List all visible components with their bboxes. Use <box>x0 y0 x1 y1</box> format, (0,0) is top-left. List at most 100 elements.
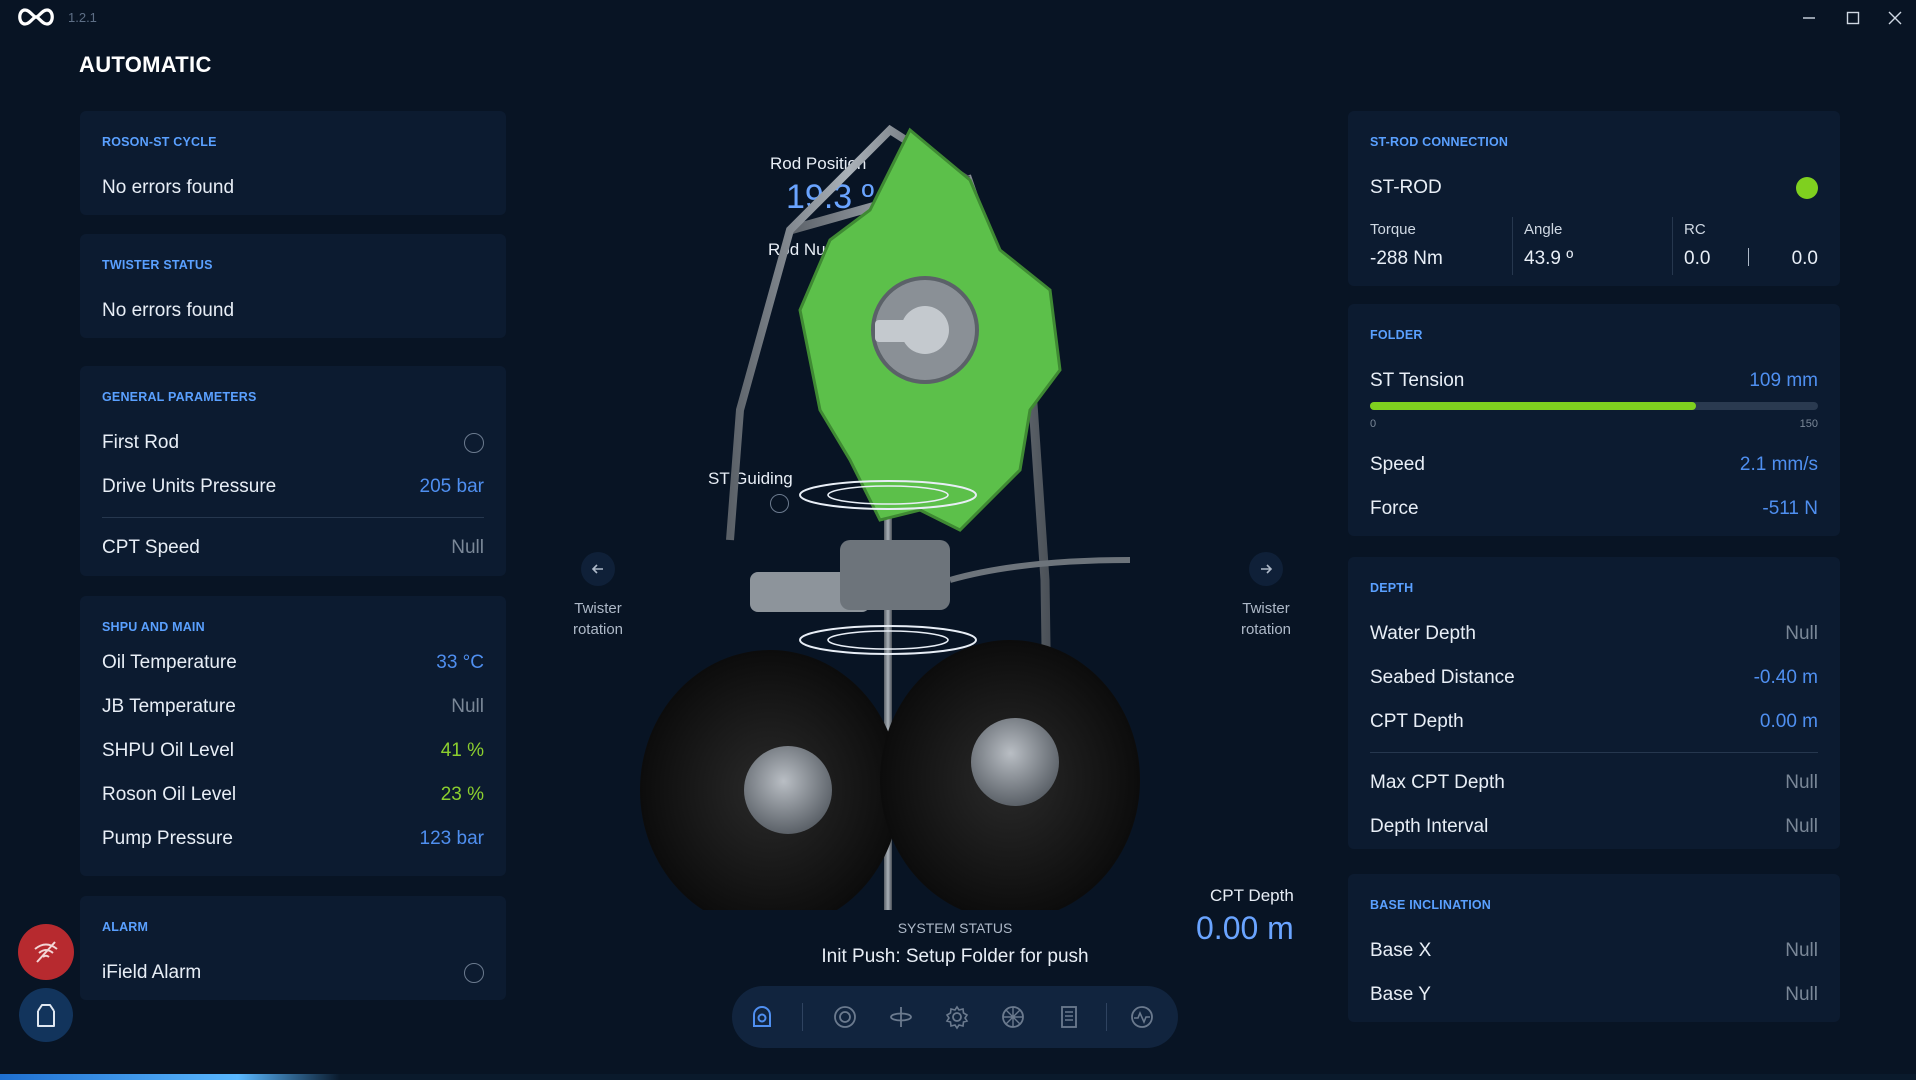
rc-block-2: 0.0 <box>1778 221 1818 270</box>
max-cpt-depth-row: Max CPT Depth Null <box>1370 768 1818 798</box>
toolbar-separator <box>1106 1003 1107 1031</box>
bottom-progress-fill <box>0 1074 340 1080</box>
toolbar-separator <box>802 1003 803 1031</box>
storage-button[interactable] <box>19 988 73 1042</box>
alarm-card: ALARM iField Alarm <box>80 896 506 1000</box>
automatic-mode-button[interactable] <box>743 998 781 1036</box>
no-connection-button[interactable] <box>18 924 74 980</box>
close-icon <box>1888 11 1902 25</box>
st-tension-bar <box>1370 402 1818 410</box>
card-title: GENERAL PARAMETERS <box>102 390 257 404</box>
st-guiding-indicator <box>770 494 789 513</box>
water-depth-row: Water Depth Null <box>1370 619 1818 649</box>
row-value: Null <box>1785 940 1818 961</box>
folder-card: FOLDER ST Tension 109 mm 0 150 Speed 2.1… <box>1348 304 1840 536</box>
twister-rotate-left-button[interactable] <box>581 552 615 586</box>
row-value: 41 % <box>440 740 484 761</box>
st-tension-label: ST Tension <box>1370 370 1465 391</box>
rc-value-1: 0.0 <box>1684 248 1711 269</box>
st-rod-name: ST-ROD <box>1370 177 1442 198</box>
container-icon <box>37 1004 55 1027</box>
divider <box>102 517 484 518</box>
log-list-icon <box>1061 1006 1077 1028</box>
gear-icon <box>945 1005 969 1030</box>
row-value: 23 % <box>440 784 484 805</box>
row-label: Depth Interval <box>1370 816 1489 837</box>
app-version: 1.2.1 <box>68 10 97 25</box>
rod-position-label: Rod Position <box>770 154 867 173</box>
rod-icon <box>834 1006 856 1028</box>
minimize-button[interactable] <box>1794 5 1824 31</box>
divider <box>1370 752 1818 753</box>
row-label: Pump Pressure <box>102 828 233 849</box>
rc-value-2: 0.0 <box>1791 248 1818 269</box>
twister-status-card: TWISTER STATUS No errors found <box>80 234 506 338</box>
maximize-icon <box>1846 11 1860 25</box>
divider <box>1748 248 1749 266</box>
roson-machine-illustration <box>640 124 1140 910</box>
speed-label: Speed <box>1370 454 1425 475</box>
mode-toolbar <box>732 986 1178 1048</box>
first-rod-label: First Rod <box>102 432 180 453</box>
arrow-right-icon <box>1261 564 1273 574</box>
row-value: 123 bar <box>419 828 484 849</box>
cpt-speed-value: Null <box>451 537 484 558</box>
row-label: JB Temperature <box>102 696 236 717</box>
row-label: Base Y <box>1370 984 1431 1005</box>
minimize-icon <box>1803 17 1815 19</box>
row-label: Roson Oil Level <box>102 784 237 805</box>
drive-pressure-value: 205 bar <box>419 476 484 497</box>
twister-view-button[interactable] <box>882 998 920 1036</box>
settings-view-button[interactable] <box>938 998 976 1036</box>
row-value: Null <box>1785 816 1818 837</box>
st-tension-min: 0 <box>1370 418 1377 430</box>
card-title: SHPU AND MAIN <box>102 620 205 634</box>
shpu-oil-level-row: SHPU Oil Level 41 % <box>102 736 484 766</box>
row-label: Max CPT Depth <box>1370 772 1505 793</box>
first-rod-row: First Rod <box>102 428 484 458</box>
cpt-depth-value: 0.00 m <box>1196 910 1294 946</box>
row-label: Base X <box>1370 940 1432 961</box>
cpt-speed-row: CPT Speed Null <box>102 533 484 563</box>
activity-icon <box>1131 1006 1153 1028</box>
speed-row: Speed 2.1 mm/s <box>1370 450 1818 480</box>
row-label: Water Depth <box>1370 623 1476 644</box>
wheel-view-button[interactable] <box>994 998 1032 1036</box>
rod-view-button[interactable] <box>826 998 864 1036</box>
card-title: DEPTH <box>1370 581 1414 595</box>
force-label: Force <box>1370 498 1419 519</box>
divider <box>1672 217 1673 275</box>
row-label: CPT Depth <box>1370 711 1464 732</box>
cpt-speed-label: CPT Speed <box>102 537 200 558</box>
maximize-button[interactable] <box>1838 5 1868 31</box>
row-label: Seabed Distance <box>1370 667 1515 688</box>
speed-value: 2.1 mm/s <box>1739 454 1818 475</box>
divider <box>1512 217 1513 275</box>
rc-block: RC 0.0 <box>1684 221 1710 270</box>
twister-status-message: No errors found <box>102 300 235 321</box>
ifield-alarm-row: iField Alarm <box>102 958 484 988</box>
infinity-logo-icon <box>18 8 54 26</box>
force-value: -511 N <box>1762 498 1818 519</box>
row-value: Null <box>1785 623 1818 644</box>
first-rod-indicator <box>464 433 484 453</box>
activity-view-button[interactable] <box>1123 998 1161 1036</box>
base-inclination-card: BASE INCLINATION Base X Null Base Y Null <box>1348 874 1840 1022</box>
card-title: ROSON-ST CYCLE <box>102 135 217 149</box>
card-title: ST-ROD CONNECTION <box>1370 135 1509 149</box>
roson-cycle-card: ROSON-ST CYCLE No errors found <box>80 111 506 215</box>
angle-value: 43.9 º <box>1524 248 1574 269</box>
card-title: BASE INCLINATION <box>1370 898 1492 912</box>
drive-pressure-label: Drive Units Pressure <box>102 476 277 497</box>
log-view-button[interactable] <box>1050 998 1088 1036</box>
close-button[interactable] <box>1880 5 1910 31</box>
twister-rotate-right-button[interactable] <box>1249 552 1283 586</box>
depth-card: DEPTH Water Depth Null Seabed Distance -… <box>1348 557 1840 849</box>
row-value: Null <box>1785 984 1818 1005</box>
row-value: Null <box>451 696 484 717</box>
roson-oil-level-row: Roson Oil Level 23 % <box>102 780 484 810</box>
wheel-icon <box>1002 1006 1024 1028</box>
row-value: 33 °C <box>436 652 484 673</box>
page-title: AUTOMATIC <box>79 52 212 77</box>
cpt-depth-row: CPT Depth 0.00 m <box>1370 707 1818 737</box>
